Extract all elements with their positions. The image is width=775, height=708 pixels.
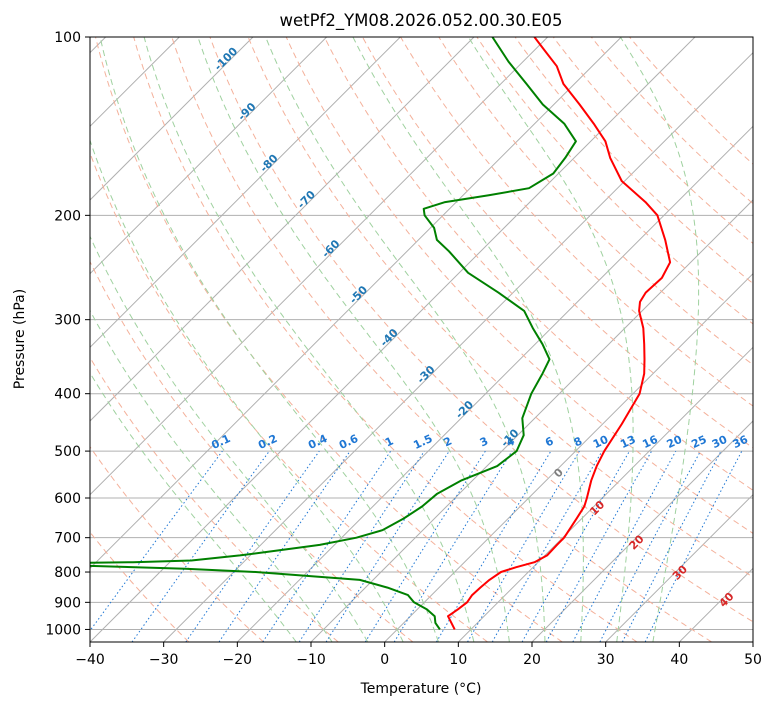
- mixing-ratio-label: 25: [689, 433, 708, 451]
- dry-adiabat: [323, 37, 753, 491]
- mixing-ratio-line: [644, 450, 743, 642]
- dry-adiabat: [94, 37, 563, 642]
- moist-adiabat: [143, 37, 475, 642]
- x-tick-label: 20: [523, 652, 541, 668]
- isotherm-gridline: [605, 493, 753, 642]
- isotherm-gridline: [384, 272, 753, 642]
- x-axis-label: Temperature (°C): [360, 681, 482, 697]
- x-tick-label: 40: [670, 652, 688, 668]
- isotherm-gridline: [90, 37, 622, 570]
- y-tick-label: 300: [54, 313, 81, 329]
- plot-frame: [89, 36, 754, 643]
- moist-adiabat: [90, 138, 404, 642]
- moist-adiabat: [197, 37, 510, 642]
- mixing-ratio-line: [521, 450, 630, 642]
- x-tick-label: −30: [149, 652, 179, 668]
- x-tick-label: 10: [449, 652, 467, 668]
- plot-area: 0.1 0.2 0.4 0.6 1 1.5 2 3 4 6 8 10 13 16 20 25 30 36-100-…: [90, 37, 753, 642]
- mixing-ratio-label: 20: [665, 433, 685, 451]
- chart-title: wetPf2_YM08.2026.052.00.30.E05: [279, 11, 562, 31]
- moist-adiabat: [352, 37, 584, 642]
- x-tick-label: 0: [380, 652, 389, 668]
- dry-adiabat: [90, 151, 488, 642]
- mixing-ratio-label: 10: [591, 433, 611, 451]
- dry-adiabat: [133, 37, 638, 642]
- mixing-ratio-label: 36: [731, 433, 751, 451]
- mixing-ratio-line: [185, 450, 320, 642]
- dry-adiabat: [171, 37, 712, 642]
- mixing-ratio-line: [572, 450, 677, 642]
- y-tick-label: 200: [54, 208, 81, 224]
- dry-adiabat: [90, 356, 339, 642]
- x-tick-label: −20: [223, 652, 253, 668]
- x-tick-label: −40: [75, 652, 105, 668]
- moist-adiabat: [99, 37, 439, 642]
- dry-adiabat: [438, 37, 753, 366]
- x-tick-label: −10: [296, 652, 326, 668]
- x-tick-label: 30: [597, 652, 615, 668]
- isotherm-gridline: [90, 37, 549, 496]
- mixing-ratio-line: [90, 450, 223, 632]
- mixing-ratio-line: [218, 450, 351, 642]
- y-tick-label: 1000: [45, 622, 81, 638]
- temperature-profile-line: [447, 37, 672, 630]
- y-tick-label: 500: [54, 444, 81, 460]
- mixing-ratio-label: 30: [710, 433, 730, 451]
- moist-adiabat: [90, 235, 369, 642]
- isotherm-gridline: [90, 37, 401, 349]
- x-axis: −40 −30 −20 −10 0 10 20 30 40 50: [75, 642, 762, 668]
- dry-adiabat: [400, 37, 753, 407]
- isotherm-gridline: [90, 37, 475, 422]
- y-tick-label: 700: [54, 531, 81, 547]
- moist-adiabat: [90, 309, 333, 642]
- mixing-ratio-label: 13: [618, 433, 637, 451]
- isotherm-gridline: [90, 37, 328, 275]
- y-tick-label: 600: [54, 491, 81, 507]
- x-tick-label: 50: [744, 652, 762, 668]
- mixing-ratio-line: [131, 450, 270, 642]
- dry-adiabat: [247, 37, 753, 578]
- isotherm-gridline: [457, 346, 753, 642]
- y-tick-label: 900: [54, 595, 81, 611]
- dry-adiabat: [209, 37, 753, 623]
- mixing-ratio-line: [298, 450, 425, 642]
- y-axis-label: Pressure (hPa): [12, 289, 28, 389]
- mixing-ratio-line: [545, 450, 653, 642]
- moist-adiabat: [619, 37, 700, 642]
- mixing-ratio-label: 16: [640, 433, 660, 451]
- dry-adiabat: [90, 445, 264, 642]
- dry-adiabat: [285, 37, 753, 534]
- y-tick-label: 100: [54, 30, 81, 46]
- mixing-ratio-line: [393, 450, 513, 642]
- isotherm-gridline: [531, 420, 753, 642]
- mixing-ratio-line: [325, 450, 450, 642]
- isotherm-gridline: [90, 37, 696, 642]
- y-axis: 100 200 300 400 500 600 700 800 900 1000: [45, 30, 90, 638]
- moist-adiabat: [265, 37, 546, 642]
- isotherm-gridline: [163, 51, 753, 642]
- dewpoint-profile-line: [90, 37, 577, 630]
- mixing-ratio-line: [262, 450, 392, 642]
- moist-adiabat: [90, 371, 297, 642]
- dry-adiabat: [361, 37, 753, 449]
- y-tick-label: 800: [54, 565, 81, 581]
- isotherm-gridline: [90, 37, 254, 201]
- y-tick-label: 400: [54, 387, 81, 403]
